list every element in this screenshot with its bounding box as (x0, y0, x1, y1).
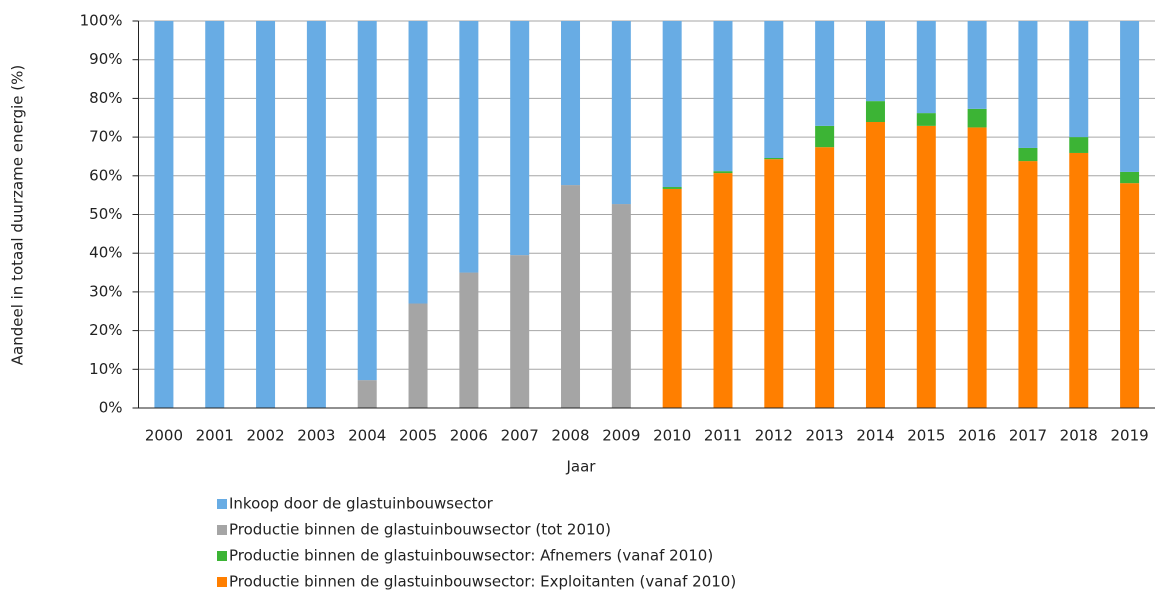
bar-segment (1018, 21, 1038, 148)
legend-label: Productie binnen de glastuinbouwsector: … (229, 547, 713, 565)
y-axis-label: Aandeel in totaal duurzame energie (%) (9, 65, 27, 365)
bar-segment (1018, 161, 1038, 408)
bar-segment (611, 204, 631, 408)
bar-segment (1069, 137, 1089, 153)
bar-segment (306, 21, 326, 408)
bar-segment (459, 272, 479, 408)
bar-segment (713, 21, 733, 172)
bar-segment (967, 108, 987, 128)
y-tick-label: 80% (89, 89, 122, 107)
x-tick-label: 2001 (196, 427, 234, 445)
x-tick-label: 2005 (399, 427, 437, 445)
bar-segment (865, 101, 885, 123)
x-tick-label: 2010 (653, 427, 691, 445)
bar-segment (205, 21, 225, 408)
y-tick-label: 10% (89, 360, 122, 378)
bar-segment (713, 173, 733, 408)
bar-segment (357, 380, 377, 408)
bar-segment (510, 255, 530, 408)
bar-segment (967, 127, 987, 409)
bar-segment (510, 21, 530, 256)
x-tick-label: 2004 (348, 427, 386, 445)
x-tick-label: 2002 (246, 427, 284, 445)
bar-segment (1069, 152, 1089, 408)
x-tick-label: 2011 (704, 427, 742, 445)
legend-label: Inkoop door de glastuinbouwsector (229, 495, 494, 513)
legend-swatch (217, 551, 227, 561)
bar-segment (662, 21, 682, 188)
bar-segment (815, 147, 835, 409)
bar-segment (154, 21, 174, 408)
bar-segment (764, 157, 784, 160)
x-tick-label: 2014 (856, 427, 894, 445)
y-tick-label: 50% (89, 205, 122, 223)
bar-segment (256, 21, 276, 408)
bar-segment (662, 188, 682, 408)
x-tick-label: 2017 (1009, 427, 1047, 445)
y-tick-label: 60% (89, 166, 122, 184)
bar-segment (1120, 21, 1140, 172)
x-tick-label: 2015 (907, 427, 945, 445)
y-tick-label: 0% (99, 399, 123, 417)
bar-segment (916, 125, 936, 408)
bar-segment (967, 21, 987, 109)
x-tick-label: 2018 (1060, 427, 1098, 445)
legend-label: Productie binnen de glastuinbouwsector: … (229, 573, 736, 591)
bar-segment (916, 113, 936, 126)
x-tick-label: 2000 (145, 427, 183, 445)
bar-segment (459, 21, 479, 273)
bar-segment (865, 21, 885, 102)
bar-segment (713, 171, 733, 174)
legend-swatch (217, 577, 227, 587)
bar-segment (815, 21, 835, 126)
y-tick-label: 20% (89, 321, 122, 339)
bar-segment (408, 21, 428, 304)
x-tick-label: 2007 (501, 427, 539, 445)
x-tick-label: 2009 (602, 427, 640, 445)
x-axis-label: Jaar (566, 458, 597, 476)
bar-segment (1120, 171, 1140, 184)
bar-segment (764, 159, 784, 408)
x-tick-label: 2013 (806, 427, 844, 445)
bar-segment (408, 303, 428, 408)
bar-segment (815, 125, 835, 148)
x-tick-label: 2016 (958, 427, 996, 445)
bar-segment (1018, 147, 1038, 162)
bar-segment (764, 21, 784, 158)
y-tick-label: 30% (89, 282, 122, 300)
y-tick-label: 100% (80, 12, 123, 30)
bar-segment (561, 185, 581, 408)
bar-segment (662, 187, 682, 189)
bar-segment (561, 21, 581, 186)
y-tick-label: 40% (89, 244, 122, 262)
bar-segment (1069, 21, 1089, 138)
bar-segment (357, 21, 377, 381)
y-tick-label: 70% (89, 128, 122, 146)
x-tick-label: 2008 (551, 427, 589, 445)
x-tick-label: 2012 (755, 427, 793, 445)
bar-segment (1120, 183, 1140, 408)
x-tick-label: 2003 (297, 427, 335, 445)
bar-segment (916, 21, 936, 114)
y-tick-label: 90% (89, 50, 122, 68)
legend-swatch (217, 499, 227, 509)
bar-segment (865, 122, 885, 409)
legend-label: Productie binnen de glastuinbouwsector (… (229, 521, 611, 539)
legend-swatch (217, 525, 227, 535)
bar-segment (611, 21, 631, 205)
x-tick-label: 2006 (450, 427, 488, 445)
x-tick-label: 2019 (1110, 427, 1148, 445)
